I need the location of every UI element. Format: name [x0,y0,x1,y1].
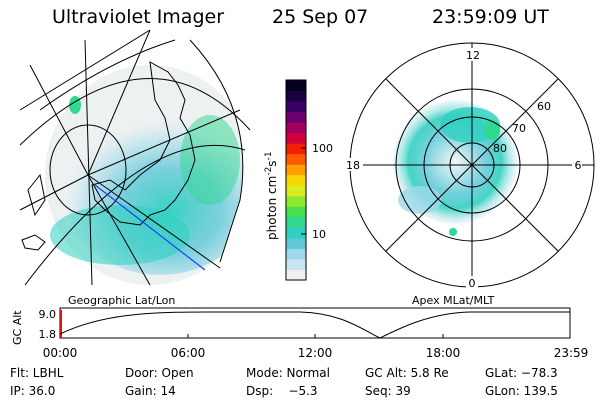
colorbar-stripe [286,80,306,92]
mlt-label-18: 18 [346,159,360,172]
unit-exp-2: -1 [264,151,274,160]
colorbar-stripe [286,143,306,155]
unit-exp-1: -2 [264,167,274,176]
mlat-label-60: 60 [537,100,551,113]
instrument-title: Ultraviolet Imager [52,6,225,28]
colorbar-stripe [286,227,306,239]
colorbar-stripe [286,101,306,113]
mlat-label-80: 80 [493,142,507,155]
polar-panel-caption: Apex MLat/MLT [412,294,495,307]
colorbar-frame [285,79,307,281]
colorbar-unit-label: photon cm-2s-1 [264,151,279,240]
polar-emission-layer [393,100,517,236]
colorbar-stripe [286,248,306,260]
geo-grid [19,29,251,286]
observation-date: 25 Sep 07 [272,6,369,28]
colorbar-label-100: 100 [312,142,333,155]
seq-info: Seq: 39 [365,384,411,398]
geo-panel-caption: Geographic Lat/Lon [68,294,176,307]
glat-info: GLat: −78.3 [485,366,558,380]
altitude-ytick-low: 1.8 [39,328,57,341]
mlt-label-0: 0 [469,277,476,290]
colorbar-stripe [286,216,306,228]
filter-info: Flt: LBHL [10,366,64,380]
door-info: Door: Open [125,366,194,380]
polar-grid [349,42,595,288]
colorbar-stripe [286,153,306,165]
observation-time: 23:59:09 UT [432,6,549,28]
altitude-ytick-high: 9.0 [39,308,57,321]
altitude-xtick-1800: 18:00 [426,346,461,360]
altitude-xtick-2359: 23:59 [554,346,589,360]
altitude-xtick-0000: 00:00 [43,346,78,360]
colorbar-label-10: 10 [312,228,326,241]
mlat-label-70: 70 [512,122,526,135]
mlt-label-12: 12 [466,49,480,62]
altitude-ylabel: GC Alt [11,310,24,345]
gc-alt-info: GC Alt: 5.8 Re [365,366,449,380]
colorbar-stripe [286,90,306,102]
colorbar-stripe [286,206,306,218]
colorbar-stripe [286,237,306,249]
colorbar-stripe [286,132,306,144]
colorbar-stripe [286,195,306,207]
unit-base: photon cm [265,176,279,240]
colorbar-stripe [286,164,306,176]
dsp-info: Dsp: −5.3 [246,384,318,398]
unit-mid: s [265,160,279,166]
altitude-curve [59,311,570,339]
colorbar-stripe [286,185,306,197]
colorbar-stripe [286,111,306,123]
gain-info: Gain: 14 [125,384,176,398]
satellite-track-line [94,184,206,271]
glon-info: GLon: 139.5 [485,384,558,398]
mlt-label-6: 6 [575,159,582,172]
altitude-xtick-0600: 06:00 [171,346,206,360]
colorbar-stripe [286,258,306,270]
colorbar-stripe [286,122,306,134]
ip-info: IP: 36.0 [10,384,56,398]
colorbar-stripe [286,269,306,281]
mode-info: Mode: Normal [246,366,330,380]
altitude-xtick-1200: 12:00 [298,346,333,360]
colorbar-stripe [286,174,306,186]
colorbar-gradient [286,80,306,281]
geo-coastline [21,61,196,251]
